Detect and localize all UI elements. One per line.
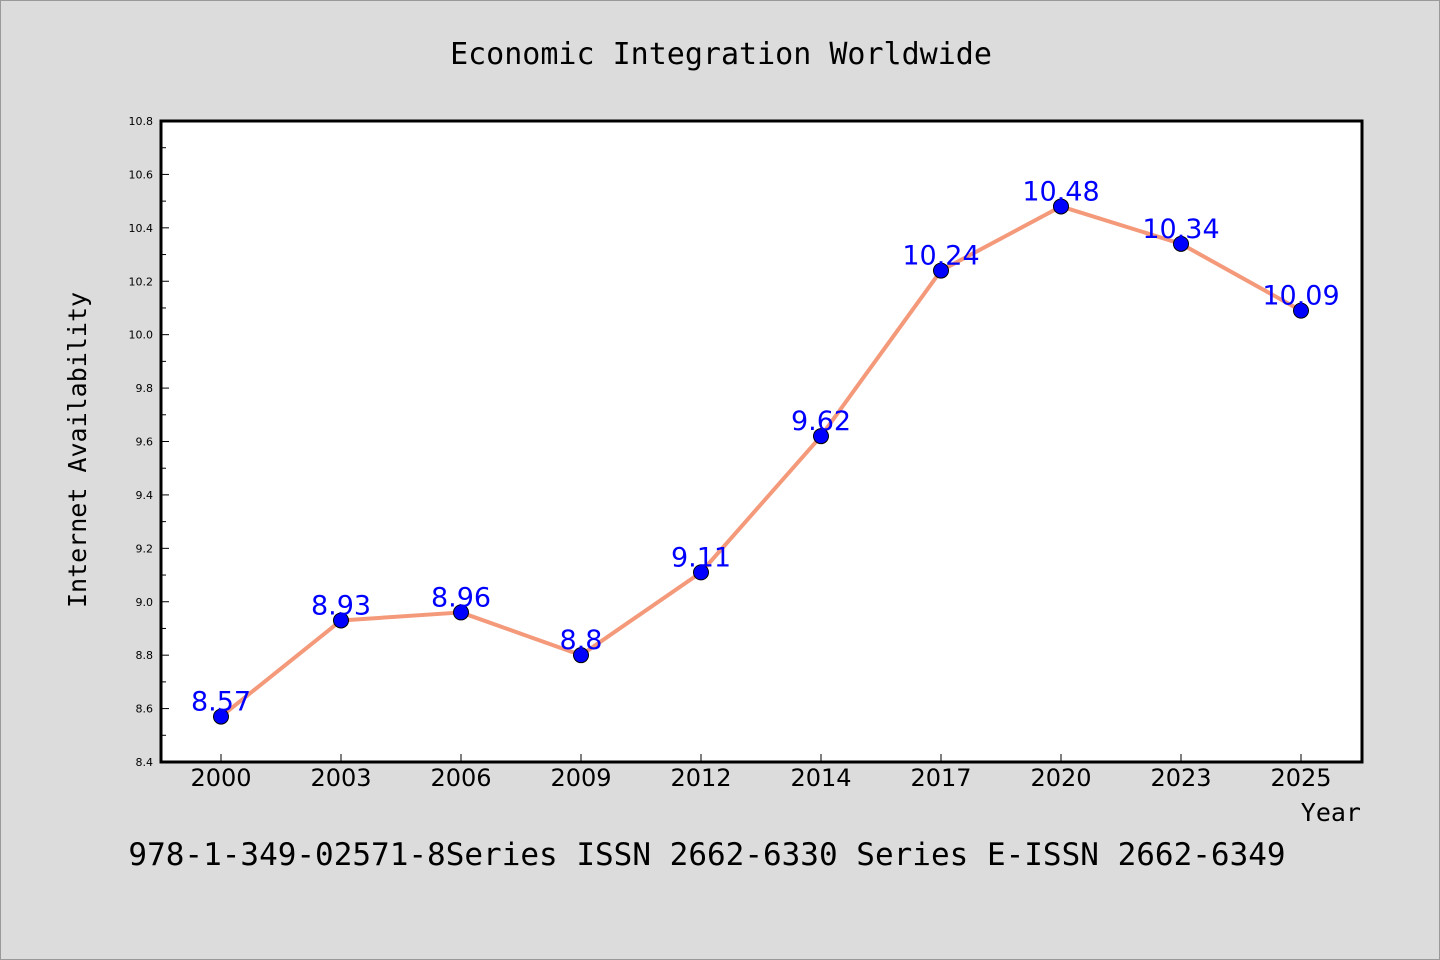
- data-point: [1053, 198, 1069, 215]
- footer-isbn-issn: 978-1-349-02571-8Series ISSN 2662-6330 S…: [128, 837, 1285, 873]
- data-point: [573, 647, 589, 664]
- x-axis: 2000 2003 2006 2009 2012 2014 2017 2020 2023 2025: [190, 754, 1332, 792]
- data-label: 10.09: [1262, 281, 1339, 312]
- y-axis: 8.4 8.6 8.8 9.0 9.2 9.4 9.6 9.8 10.0 10.2 10.4 10.6…: [129, 115, 169, 769]
- data-label: 10.34: [1142, 214, 1219, 245]
- data-point: [693, 564, 709, 581]
- data-label: 8.8: [560, 625, 603, 656]
- plot-area: [159, 119, 1364, 764]
- x-tick-label: 2023: [1150, 764, 1211, 792]
- data-point: [1173, 235, 1189, 252]
- data-point: [813, 428, 829, 445]
- y-tick-label: 9.4: [136, 489, 154, 502]
- x-axis-title: Year: [1301, 798, 1361, 827]
- y-tick-label: 10.0: [129, 329, 154, 342]
- data-point: [333, 612, 349, 629]
- data-point: [1293, 302, 1309, 319]
- series-line: [219, 204, 1302, 719]
- y-tick-label: 10.4: [129, 222, 154, 235]
- data-point: [933, 262, 949, 279]
- y-tick-label: 8.6: [136, 703, 154, 716]
- x-tick-label: 2006: [430, 764, 491, 792]
- data-label: 9.62: [791, 406, 851, 437]
- x-tick-label: 2012: [670, 764, 731, 792]
- y-tick-label: 9.8: [136, 382, 154, 395]
- series-layer: 8.57 8.93 8.96 8.8 9.11 9.62 10.24 10.48 10.34 10…: [191, 176, 1340, 725]
- y-tick-label: 9.2: [136, 542, 154, 555]
- x-tick-label: 2020: [1030, 764, 1091, 792]
- y-tick-label: 10.8: [129, 115, 154, 128]
- y-tick-label: 8.4: [136, 756, 154, 769]
- chart-title: Economic Integration Worldwide: [450, 37, 992, 72]
- x-tick-label: 2003: [310, 764, 371, 792]
- y-tick-label: 10.2: [129, 275, 154, 288]
- x-tick-label: 2009: [550, 764, 611, 792]
- data-label: 8.93: [311, 590, 371, 621]
- data-point: [213, 708, 229, 725]
- data-label: 9.11: [671, 542, 731, 573]
- x-tick-label: 2000: [190, 764, 251, 792]
- x-tick-label: 2017: [910, 764, 971, 792]
- x-tick-label: 2025: [1270, 764, 1331, 792]
- data-label: 10.48: [1022, 176, 1099, 207]
- y-tick-label: 9.6: [136, 436, 154, 449]
- y-tick-label: 8.8: [136, 649, 154, 662]
- x-tick-label: 2014: [790, 764, 851, 792]
- data-label: 8.57: [191, 687, 251, 718]
- data-label: 10.24: [902, 241, 979, 272]
- y-axis-title: Internet Availability: [63, 292, 92, 608]
- y-tick-label: 10.6: [129, 168, 154, 181]
- data-point: [453, 604, 469, 621]
- data-label: 8.96: [431, 582, 491, 613]
- y-tick-label: 9.0: [136, 596, 154, 609]
